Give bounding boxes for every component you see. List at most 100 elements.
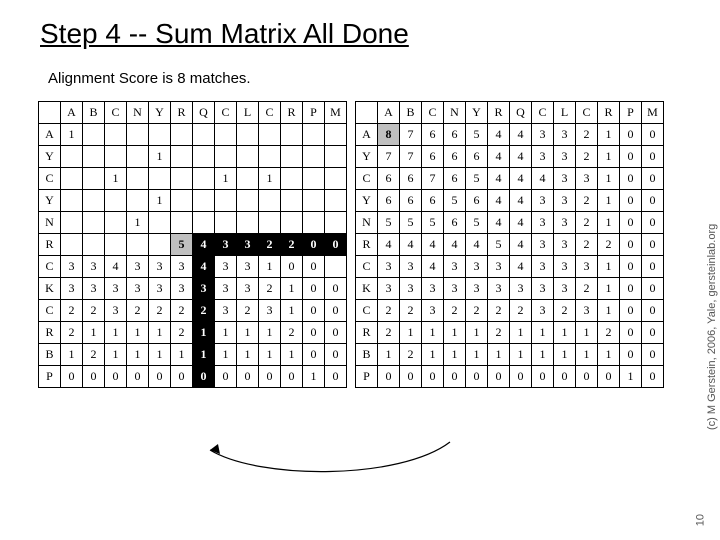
col-header: R	[598, 102, 620, 124]
matrix-cell: 1	[237, 322, 259, 344]
matrix-cell: 2	[259, 234, 281, 256]
matrix-cell	[325, 146, 347, 168]
matrix-cell	[237, 212, 259, 234]
matrix-cell: 0	[642, 300, 664, 322]
matrix-cell: 0	[303, 256, 325, 278]
matrix-cell: 1	[127, 322, 149, 344]
row-header: R	[356, 234, 378, 256]
matrix-cell: 1	[259, 344, 281, 366]
col-header: N	[444, 102, 466, 124]
col-header: M	[325, 102, 347, 124]
row-header: B	[39, 344, 61, 366]
matrix-cell	[215, 146, 237, 168]
matrix-cell	[237, 190, 259, 212]
matrix-cell: 2	[378, 300, 400, 322]
matrix-cell	[303, 146, 325, 168]
matrix-cell: 1	[149, 344, 171, 366]
matrix-cell: 0	[83, 366, 105, 388]
matrix-cell: 3	[532, 124, 554, 146]
matrix-cell	[105, 146, 127, 168]
matrix-cell: 3	[554, 146, 576, 168]
matrix-cell: 3	[576, 256, 598, 278]
matrix-cell: 4	[488, 190, 510, 212]
row-header: C	[356, 168, 378, 190]
matrix-cell: 0	[620, 168, 642, 190]
matrix-cell: 2	[488, 300, 510, 322]
matrix-cell: 4	[422, 234, 444, 256]
matrix-cell: 1	[193, 322, 215, 344]
col-header: R	[281, 102, 303, 124]
page-number: 10	[694, 514, 706, 526]
matrix-cell: 0	[400, 366, 422, 388]
page-title: Step 4 -- Sum Matrix All Done	[0, 0, 720, 50]
matrix-cell: 3	[532, 212, 554, 234]
matrix-cell: 1	[620, 366, 642, 388]
matrix-cell: 1	[303, 366, 325, 388]
row-header: Y	[356, 146, 378, 168]
matrix-cell: 0	[532, 366, 554, 388]
matrix-cell: 1	[598, 146, 620, 168]
matrix-cell: 2	[466, 300, 488, 322]
matrix-cell: 2	[237, 300, 259, 322]
matrix-cell: 2	[510, 300, 532, 322]
matrix-cell: 0	[466, 366, 488, 388]
matrix-cell: 1	[598, 168, 620, 190]
matrix-cell: 4	[532, 168, 554, 190]
row-header: Y	[356, 190, 378, 212]
col-header: Y	[466, 102, 488, 124]
matrix-cell: 0	[193, 366, 215, 388]
matrix-cell: 3	[466, 256, 488, 278]
matrix-cell: 0	[642, 212, 664, 234]
matrix-cell: 0	[303, 234, 325, 256]
matrix-cell: 7	[378, 146, 400, 168]
matrix-cell: 0	[303, 278, 325, 300]
col-header: C	[215, 102, 237, 124]
row-header: R	[39, 322, 61, 344]
matrix-cell: 1	[149, 146, 171, 168]
col-header: M	[642, 102, 664, 124]
matrix-cell: 3	[532, 146, 554, 168]
matrix-cell	[83, 190, 105, 212]
row-header: C	[39, 300, 61, 322]
matrix-cell: 0	[642, 366, 664, 388]
matrix-cell: 0	[642, 234, 664, 256]
col-header: C	[259, 102, 281, 124]
matrix-cell: 3	[488, 256, 510, 278]
row-header: P	[39, 366, 61, 388]
matrix-cell: 0	[325, 278, 347, 300]
matrix-cell: 3	[237, 278, 259, 300]
matrix-cell: 3	[444, 278, 466, 300]
col-header: B	[400, 102, 422, 124]
matrix-cell: 0	[488, 366, 510, 388]
matrix-cell: 3	[488, 278, 510, 300]
subtitle: Alignment Score is 8 matches.	[0, 50, 720, 101]
matrix-cell: 0	[215, 366, 237, 388]
matrix-cell: 5	[466, 212, 488, 234]
matrix-cell: 1	[149, 190, 171, 212]
matrix-cell	[193, 190, 215, 212]
matrix-cell: 1	[193, 344, 215, 366]
matrix-cell: 1	[532, 344, 554, 366]
matrix-cell: 0	[61, 366, 83, 388]
matrix-cell: 3	[171, 256, 193, 278]
matrix-cell: 3	[554, 168, 576, 190]
matrix-cell: 4	[488, 146, 510, 168]
matrix-cell: 7	[400, 124, 422, 146]
matrix-cell: 3	[532, 278, 554, 300]
row-header: A	[39, 124, 61, 146]
right-matrix: ABCNYRQCLCRPMA8766544332100Y776664433210…	[355, 101, 664, 388]
matrix-cell: 0	[325, 300, 347, 322]
matrix-cell	[193, 212, 215, 234]
matrix-cell	[259, 146, 281, 168]
matrix-cell	[61, 234, 83, 256]
matrix-cell: 3	[554, 212, 576, 234]
matrix-cell: 0	[642, 278, 664, 300]
matrix-cell: 1	[422, 322, 444, 344]
matrix-cell: 1	[598, 190, 620, 212]
matrix-cell: 6	[466, 146, 488, 168]
matrix-cell: 3	[422, 300, 444, 322]
matrix-cell: 2	[576, 124, 598, 146]
matrix-cell: 1	[281, 344, 303, 366]
matrix-cell: 6	[444, 212, 466, 234]
matrix-cell: 1	[127, 212, 149, 234]
